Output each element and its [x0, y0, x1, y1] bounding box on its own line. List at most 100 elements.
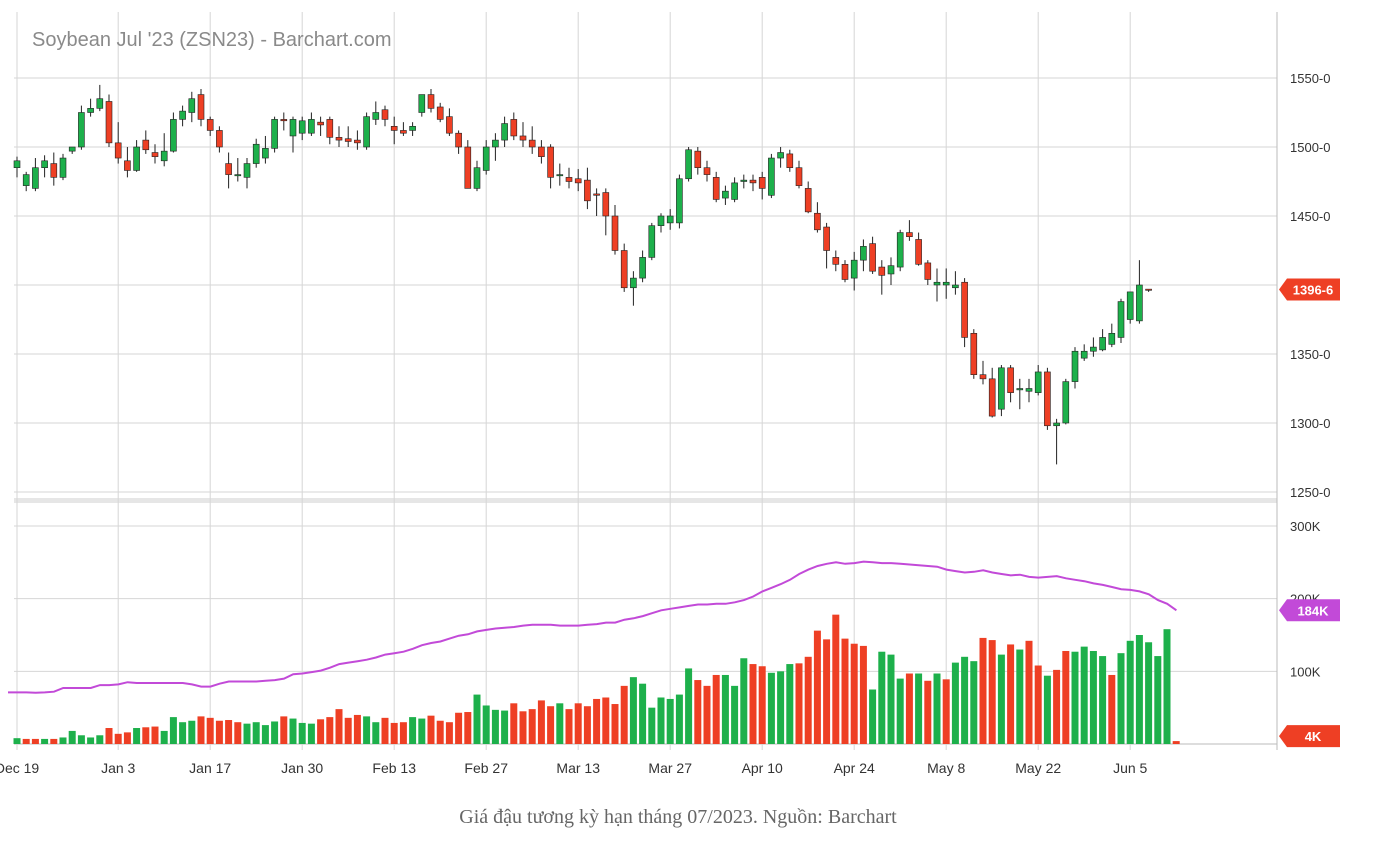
volume-bar — [381, 717, 389, 744]
candle — [722, 185, 729, 205]
candle — [1090, 337, 1097, 357]
candle-body — [712, 177, 720, 200]
candle — [666, 209, 674, 230]
candle-body — [1071, 350, 1079, 382]
volume-bar — [59, 737, 67, 744]
volume-bar — [528, 709, 536, 744]
candle-body — [1080, 350, 1088, 359]
candle-body — [234, 174, 242, 177]
volume-bar — [758, 666, 766, 744]
date-tick-label: Feb 13 — [372, 760, 416, 776]
candle — [528, 126, 536, 154]
candle-body — [758, 177, 766, 189]
candle — [731, 177, 738, 203]
candle — [712, 171, 720, 203]
candle-body — [1016, 388, 1024, 391]
volume-bar — [832, 614, 840, 744]
date-tick-label: Jun 5 — [1113, 760, 1147, 776]
candle-body — [179, 110, 186, 120]
candle — [326, 116, 334, 145]
volume-bar — [1062, 650, 1070, 744]
candle-body — [262, 148, 269, 159]
candle — [234, 158, 242, 182]
volume-bar — [648, 707, 656, 744]
date-tick-label: Jan 17 — [189, 760, 231, 776]
volume-bar — [307, 723, 315, 744]
price-tick-label: 1250-0 — [1290, 485, 1330, 500]
date-tick-label: Mar 13 — [556, 760, 600, 776]
volume-bar — [234, 722, 242, 744]
candle — [381, 105, 389, 127]
candle-body — [289, 119, 297, 137]
candle — [409, 122, 416, 136]
candle-body — [924, 262, 932, 280]
candle — [860, 239, 867, 272]
candle — [556, 163, 564, 186]
volume-bar — [510, 703, 518, 744]
volume-bar — [1117, 653, 1125, 744]
chart-title: Soybean Jul '23 (ZSN23) - Barchart.com — [32, 29, 392, 51]
volume-bar — [271, 721, 279, 744]
candle-body — [363, 116, 370, 148]
candle — [850, 251, 858, 291]
candle — [390, 116, 398, 145]
candle-body — [326, 119, 334, 138]
volume-bar — [491, 709, 499, 744]
volume-bar — [280, 716, 288, 744]
candle — [1108, 323, 1116, 348]
candle-body — [961, 281, 968, 338]
candle-body — [41, 160, 48, 169]
candle-body — [298, 120, 306, 134]
volume-bar — [823, 639, 831, 744]
volume-bar — [583, 706, 591, 744]
candle-body — [979, 374, 987, 380]
candle — [78, 105, 85, 150]
volume-bar — [1071, 651, 1079, 744]
candle — [50, 152, 58, 186]
volume-bar — [151, 726, 159, 744]
volume-bar — [611, 704, 619, 744]
candle — [703, 160, 711, 182]
candle-body — [887, 265, 895, 275]
candle-body — [142, 139, 150, 151]
candle-body — [1007, 367, 1014, 393]
volume-bar — [96, 735, 104, 744]
volume-bar — [1016, 649, 1024, 744]
candle-body — [988, 378, 996, 417]
candle-body — [584, 179, 591, 202]
candle-body — [50, 163, 58, 178]
candle-body — [896, 232, 904, 268]
candle — [436, 102, 444, 123]
volume-bar — [1053, 669, 1061, 744]
candle-body — [418, 94, 426, 113]
date-tick-label: May 22 — [1015, 760, 1061, 776]
candle-body — [1145, 288, 1152, 291]
candle — [519, 122, 527, 147]
volume-bar — [22, 738, 30, 744]
candle — [630, 271, 637, 306]
volume-bar — [1154, 656, 1162, 744]
volume-bar — [41, 738, 49, 744]
volume-bar — [1108, 674, 1116, 744]
candle — [1007, 365, 1014, 403]
candle-body — [722, 190, 729, 199]
candle-body — [685, 149, 692, 180]
candle — [814, 202, 821, 233]
candle — [501, 116, 508, 147]
volume-bar — [593, 698, 601, 744]
candle — [988, 367, 996, 418]
candle-body — [473, 167, 481, 189]
candle-body — [832, 257, 840, 265]
candle — [786, 149, 794, 172]
candle-body — [372, 112, 380, 120]
candle — [1145, 288, 1152, 292]
candle — [464, 140, 472, 189]
volume-bar — [31, 738, 39, 744]
candle-body — [804, 188, 812, 213]
candle-body — [565, 177, 573, 182]
volume-bar — [169, 717, 177, 744]
candle — [32, 158, 39, 192]
candle — [216, 126, 223, 153]
candle-body — [906, 232, 913, 237]
candle-body — [1053, 422, 1060, 427]
